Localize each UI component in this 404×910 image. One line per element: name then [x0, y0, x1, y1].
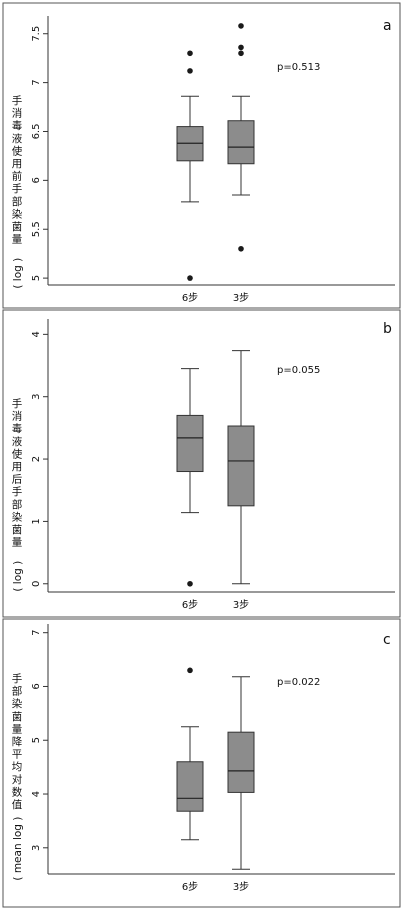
outlier-point	[187, 50, 193, 57]
panel-label: a	[383, 18, 392, 34]
y-tick-label: 4	[31, 331, 42, 337]
y-tick-label: 5	[31, 737, 42, 743]
category-label: 3步	[233, 292, 249, 304]
y-axis-title-char: 手	[12, 485, 23, 498]
y-axis-title-char: 消	[12, 107, 23, 120]
y-axis-title-char: 染	[12, 697, 23, 710]
panel-frame	[2, 309, 401, 618]
y-axis-title-char: 菌	[12, 711, 23, 723]
y-axis-title-char: 使	[12, 144, 23, 157]
y-axis-title-char: 毒	[12, 422, 23, 435]
y-axis-title-char: 手	[12, 672, 23, 685]
y-axis-title-char: 液	[12, 435, 23, 448]
y-axis-title-char: 消	[12, 410, 23, 423]
y-axis-title-char: 用	[12, 461, 23, 473]
y-axis-title-char: 菌	[12, 524, 23, 536]
y-axis-title-char: 染	[12, 510, 23, 523]
y-tick-label: 7.5	[31, 26, 42, 42]
y-axis-title-char: 染	[12, 207, 23, 220]
box-3步	[227, 676, 255, 870]
box-6步	[176, 50, 204, 281]
y-axis-title-char: 前	[12, 170, 23, 183]
category-label: 3步	[233, 599, 249, 611]
y-axis-title-char: 平	[12, 749, 23, 761]
y-axis-title-char: 数	[12, 785, 23, 798]
y-tick-label: 5.5	[31, 221, 42, 237]
y-tick-label: 1	[31, 518, 42, 524]
y-tick-label: 3	[31, 394, 42, 400]
outlier-point	[238, 245, 244, 252]
y-tick-label: 3	[31, 845, 42, 851]
y-axis-title-char: 部	[12, 498, 23, 511]
y-tick-label: 2	[31, 456, 42, 462]
outlier-point	[187, 68, 193, 74]
y-tick-label: 4	[31, 791, 42, 797]
category-label: 6步	[182, 881, 198, 893]
y-axis-title-char: 对	[12, 773, 23, 786]
y-tick-label: 0	[31, 581, 42, 587]
y-tick-label: 7	[31, 79, 42, 85]
category-label: 6步	[182, 599, 198, 611]
y-tick-label: 6	[31, 177, 42, 183]
y-axis-title-char: 部	[12, 195, 23, 208]
y-axis-title-char: 均	[12, 761, 23, 773]
y-axis-title-char: 用	[12, 158, 23, 170]
outlier-point	[238, 50, 244, 57]
y-axis-title-char: 手	[12, 182, 23, 195]
panel-label: c	[383, 632, 391, 648]
y-axis-title-char: 使	[12, 447, 23, 460]
iqr-box	[227, 425, 255, 507]
box-6步	[176, 667, 204, 841]
y-axis-title-char: 手	[12, 397, 23, 410]
y-axis-title-char: 毒	[12, 119, 23, 132]
iqr-box	[176, 414, 204, 473]
y-axis-title-char: 部	[12, 685, 23, 698]
box-6步	[176, 368, 204, 587]
panel-label: b	[383, 321, 392, 337]
y-axis-title-char: 手	[12, 94, 23, 107]
y-axis-title-char: 量	[12, 234, 23, 246]
iqr-box	[227, 731, 255, 793]
box-3步	[227, 23, 255, 252]
outlier-point	[187, 667, 193, 674]
outlier-point	[187, 580, 193, 587]
iqr-box	[227, 120, 255, 165]
outlier-point	[187, 275, 193, 281]
y-axis-title-unit: ( log )	[12, 561, 24, 592]
p-value-annotation: p=0.055	[277, 365, 320, 376]
y-axis-title-char: 菌	[12, 221, 23, 233]
y-tick-label: 6	[31, 683, 42, 689]
p-value-annotation: p=0.513	[277, 62, 320, 73]
outlier-point	[238, 44, 244, 51]
y-axis-title-unit: ( mean log )	[12, 817, 24, 881]
y-axis-title-char: 液	[12, 132, 23, 145]
box-3步	[227, 350, 255, 585]
category-label: 6步	[182, 292, 198, 304]
y-axis-title-char: 值	[12, 798, 23, 811]
y-axis-title-char: 量	[12, 723, 23, 735]
y-axis-title-unit: ( log )	[12, 258, 24, 289]
y-tick-label: 6.5	[31, 124, 42, 140]
y-tick-label: 7	[31, 630, 42, 636]
y-axis-title-char: 量	[12, 537, 23, 549]
outlier-point	[238, 23, 244, 29]
y-axis-title-char: 降	[12, 735, 23, 748]
category-label: 3步	[233, 881, 249, 893]
iqr-box	[176, 761, 204, 812]
y-axis-title-char: 后	[12, 474, 23, 486]
p-value-annotation: p=0.022	[277, 677, 320, 688]
y-tick-label: 5	[31, 275, 42, 281]
